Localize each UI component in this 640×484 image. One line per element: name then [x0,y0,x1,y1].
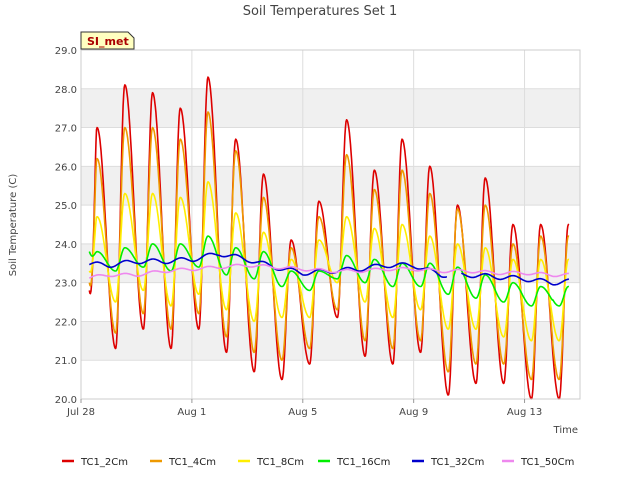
site-badge-box [80,31,135,50]
series-layer [88,76,570,400]
y-tick-label: 27.0 [55,124,77,135]
y-tick-label: 24.0 [55,240,77,251]
y-tick-label: 28.0 [55,85,77,96]
site-badge-label: SI_met [87,35,129,48]
series-line-tc1-32cm [461,272,570,286]
x-tick-label: Aug 5 [288,407,317,418]
x-tick-label: Aug 9 [399,407,428,418]
x-tick-label: Jul 28 [66,407,95,418]
site-badge: SI_met [80,31,135,50]
y-tick-labels: 20.0 21.0 22.0 23.0 24.0 25.0 26.0 27.0 28.0 29.0 [55,46,77,406]
chart-title: Soil Temperatures Set 1 [243,4,398,19]
series-line-tc1-32cm [88,252,448,278]
y-tick-label: 20.0 [55,395,77,406]
y-tick-label: 21.0 [55,356,77,367]
y-axis-label: Soil Temperature (C) [8,174,19,277]
axes [80,49,581,400]
legend-label-tc1-50cm: TC1_50Cm [520,457,574,468]
legend-label-tc1-2cm: TC1_2Cm [80,457,128,468]
series-line-tc1-8cm [88,181,570,342]
series-line-tc1-16cm [88,235,570,307]
y-tick-label: 23.0 [55,279,77,290]
y-tick-label: 29.0 [55,46,77,57]
x-axis-label: Time [553,425,578,436]
plot-band [81,166,580,206]
series-line-tc1-4cm [88,111,570,381]
legend-label-tc1-4cm: TC1_4Cm [168,457,216,468]
legend-label-tc1-16cm: TC1_16Cm [336,457,390,468]
legend: TC1_2Cm TC1_4Cm TC1_8Cm TC1_16Cm TC1_32Cm TC1… [62,457,574,468]
x-tick-labels: Jul 28 Aug 1 Aug 5 Aug 9 Aug 13 [66,399,542,418]
plot-band [81,88,580,128]
series-line-tc1-50cm [88,263,570,279]
legend-label-tc1-8cm: TC1_8Cm [256,457,304,468]
y-tick-label: 25.0 [55,201,77,212]
plot-frame [80,49,581,400]
y-tick-label: 22.0 [55,317,77,328]
legend-label-tc1-32cm: TC1_32Cm [430,457,484,468]
x-tick-label: Aug 13 [507,407,542,418]
x-tick-label: Aug 1 [177,407,206,418]
y-tick-label: 26.0 [55,162,77,173]
plot-background [81,50,580,399]
